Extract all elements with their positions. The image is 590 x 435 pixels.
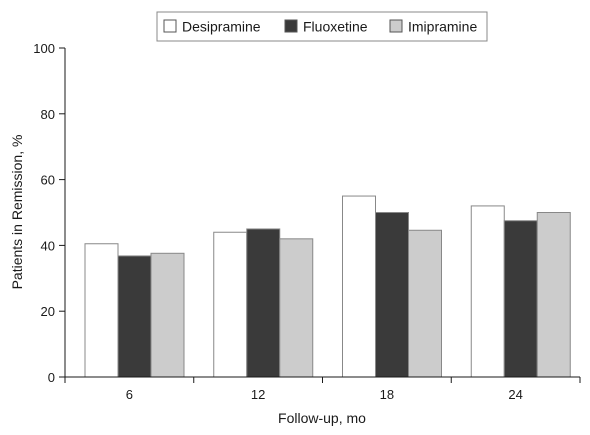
- bar-imipramine-18: [408, 229, 442, 378]
- y-axis-title: Patients in Remission, %: [9, 135, 25, 290]
- bar-fluoxetine-24: [503, 220, 538, 378]
- x-axis: 6 12 18 24: [64, 376, 581, 402]
- bar-desipramine-6: [84, 243, 119, 378]
- legend-swatch-imipramine: [389, 19, 403, 33]
- y-tick-label-100: 100: [33, 41, 55, 56]
- y-axis: 0 20 40 60 80 100: [33, 41, 66, 385]
- legend-label-imipramine: Imipramine: [408, 19, 477, 35]
- bar-fluoxetine-6: [117, 255, 152, 378]
- y-tick-label-20: 20: [41, 304, 55, 319]
- x-tick-label-18: 18: [380, 387, 394, 402]
- y-tick-label-80: 80: [41, 107, 55, 122]
- y-tick-label-60: 60: [41, 173, 55, 188]
- bar-imipramine-6: [150, 252, 185, 378]
- bar-fluoxetine-12: [246, 228, 281, 378]
- x-axis-title: Follow-up, mo: [278, 410, 366, 426]
- bar-desipramine-24: [470, 205, 505, 378]
- bar-desipramine-12: [213, 231, 248, 378]
- legend: Desipramine Fluoxetine Imipramine: [156, 11, 488, 42]
- legend-swatch-desipramine: [163, 19, 177, 33]
- x-tick-label-12: 12: [251, 387, 265, 402]
- bar-imipramine-24: [536, 212, 571, 378]
- y-tick-label-0: 0: [48, 370, 55, 385]
- bar-fluoxetine-18: [375, 212, 409, 378]
- bars: [84, 195, 571, 378]
- bar-desipramine-18: [342, 195, 376, 378]
- legend-label-fluoxetine: Fluoxetine: [303, 19, 368, 35]
- x-tick-label-6: 6: [126, 387, 133, 402]
- bar-imipramine-12: [279, 238, 314, 378]
- y-tick-label-40: 40: [41, 238, 55, 253]
- legend-label-desipramine: Desipramine: [182, 19, 261, 35]
- legend-box: [156, 11, 488, 42]
- x-tick-label-24: 24: [508, 387, 522, 402]
- legend-swatch-fluoxetine: [284, 19, 298, 33]
